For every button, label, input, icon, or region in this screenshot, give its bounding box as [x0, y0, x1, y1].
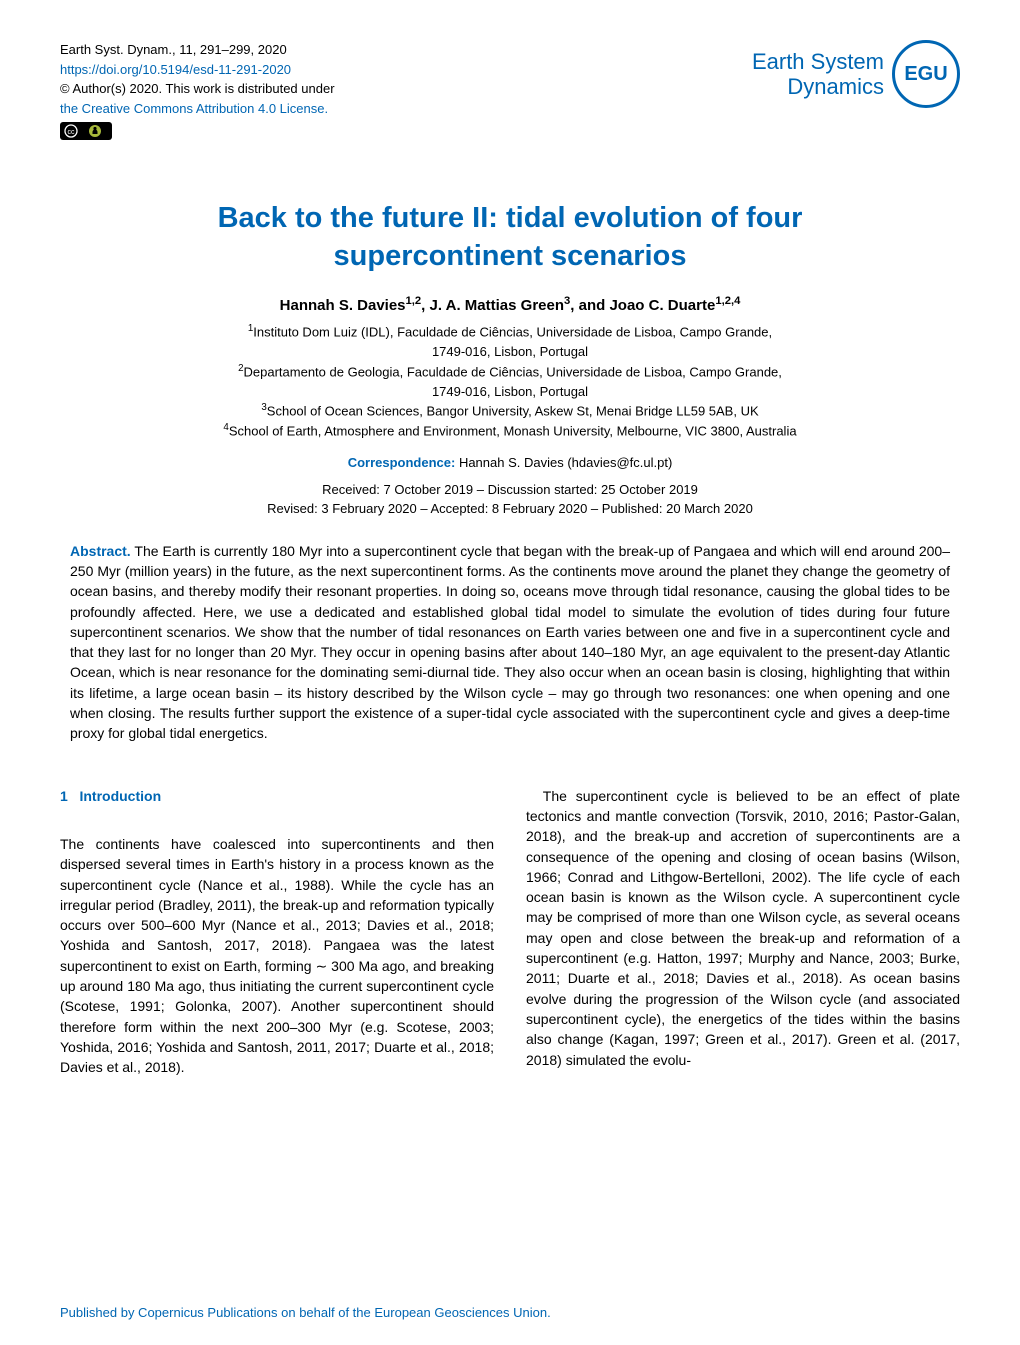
header-meta: Earth Syst. Dynam., 11, 291–299, 2020 ht… — [60, 40, 335, 140]
journal-line2: Dynamics — [752, 74, 884, 99]
affil-4-text: School of Earth, Atmosphere and Environm… — [229, 423, 797, 438]
author-3-sup: 1,2,4 — [715, 295, 740, 307]
body-columns: 1 Introduction The continents have coale… — [60, 786, 960, 1078]
col1-text: The continents have coalesced into super… — [60, 834, 494, 1078]
affil-1b: 1749-016, Lisbon, Portugal — [60, 342, 960, 362]
affiliations: 1Instituto Dom Luiz (IDL), Faculdade de … — [60, 322, 960, 440]
footer: Published by Copernicus Publications on … — [60, 1305, 551, 1320]
affil-2: 2Departamento de Geologia, Faculdade de … — [60, 362, 960, 382]
copyright-line: © Author(s) 2020. This work is distribut… — [60, 79, 335, 99]
affil-3-text: School of Ocean Sciences, Bangor Univers… — [267, 403, 759, 418]
sep-1: , — [421, 297, 429, 314]
header: Earth Syst. Dynam., 11, 291–299, 2020 ht… — [60, 40, 960, 140]
paper-title: Back to the future II: tidal evolution o… — [60, 200, 960, 275]
svg-text:cc: cc — [68, 129, 76, 136]
abstract-label: Abstract. — [70, 543, 131, 559]
affil-3: 3School of Ocean Sciences, Bangor Univer… — [60, 401, 960, 421]
column-right: The supercontinent cycle is believed to … — [526, 786, 960, 1078]
egu-logo-text: EGU — [904, 63, 947, 86]
section-number: 1 — [60, 788, 68, 804]
doi: https://doi.org/10.5194/esd-11-291-2020 — [60, 60, 335, 80]
correspondence-label: Correspondence: — [348, 455, 456, 470]
column-left: 1 Introduction The continents have coale… — [60, 786, 494, 1078]
title-line1: Back to the future II: tidal evolution o… — [60, 200, 960, 238]
journal-name: Earth System Dynamics — [752, 49, 884, 100]
sep-2: , and — [570, 297, 609, 314]
authors: Hannah S. Davies1,2, J. A. Mattias Green… — [60, 295, 960, 314]
license-line: the Creative Commons Attribution 4.0 Lic… — [60, 99, 335, 119]
col2-text: The supercontinent cycle is believed to … — [526, 786, 960, 1070]
citation: Earth Syst. Dynam., 11, 291–299, 2020 — [60, 40, 335, 60]
correspondence: Correspondence: Hannah S. Davies (hdavie… — [60, 455, 960, 470]
journal-line1: Earth System — [752, 49, 884, 74]
author-1: Hannah S. Davies — [280, 297, 406, 314]
abstract-text: The Earth is currently 180 Myr into a su… — [70, 543, 950, 742]
affil-2b: 1749-016, Lisbon, Portugal — [60, 382, 960, 402]
section-title: Introduction — [79, 788, 161, 804]
affil-1-text: Instituto Dom Luiz (IDL), Faculdade de C… — [253, 325, 772, 340]
author-3: Joao C. Duarte — [609, 297, 715, 314]
affil-4: 4School of Earth, Atmosphere and Environ… — [60, 421, 960, 441]
header-brand: Earth System Dynamics EGU — [752, 40, 960, 108]
author-1-sup: 1,2 — [406, 295, 422, 307]
author-2: J. A. Mattias Green — [430, 297, 565, 314]
dates-line1: Received: 7 October 2019 – Discussion st… — [60, 480, 960, 500]
affil-1: 1Instituto Dom Luiz (IDL), Faculdade de … — [60, 322, 960, 342]
dates-line2: Revised: 3 February 2020 – Accepted: 8 F… — [60, 499, 960, 519]
dates: Received: 7 October 2019 – Discussion st… — [60, 480, 960, 519]
cc-by-icon: cc — [60, 122, 335, 140]
affil-2-text: Departamento de Geologia, Faculdade de C… — [244, 364, 782, 379]
title-line2: supercontinent scenarios — [60, 238, 960, 276]
egu-logo-icon: EGU — [892, 40, 960, 108]
abstract: Abstract. The Earth is currently 180 Myr… — [70, 541, 950, 744]
section-heading: 1 Introduction — [60, 786, 494, 806]
correspondence-text: Hannah S. Davies (hdavies@fc.ul.pt) — [455, 455, 672, 470]
